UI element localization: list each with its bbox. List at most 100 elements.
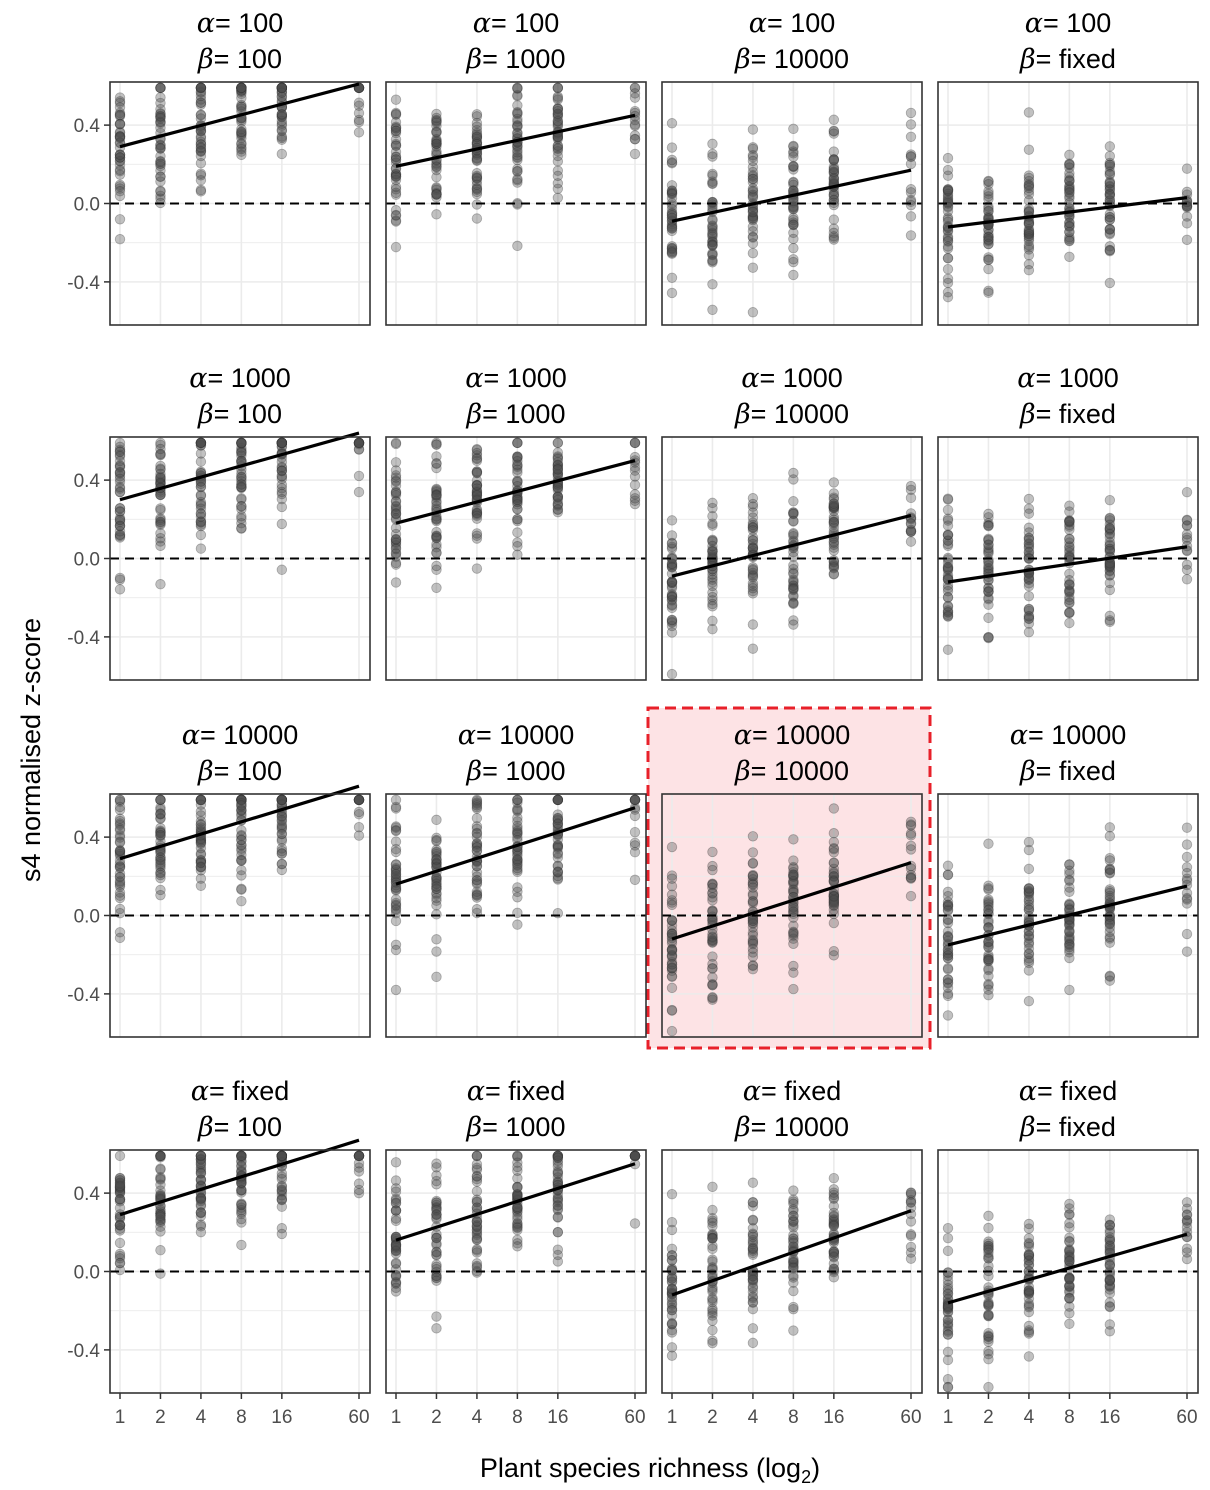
data-point — [666, 873, 678, 884]
x-tick-label: 8 — [1064, 1407, 1075, 1428]
data-point — [390, 534, 402, 546]
data-point — [983, 508, 994, 520]
data-point — [276, 437, 288, 449]
data-point — [666, 247, 678, 258]
data-point — [431, 182, 442, 193]
data-point — [276, 109, 288, 120]
x-tick-label: 8 — [236, 1407, 247, 1428]
data-point — [983, 1297, 994, 1308]
data-point — [828, 164, 840, 175]
data-point — [707, 1233, 718, 1244]
data-point — [666, 589, 678, 600]
data-point — [276, 134, 288, 145]
data-point — [236, 481, 247, 493]
data-point — [747, 173, 759, 185]
data-point — [155, 108, 166, 119]
data-point — [747, 831, 759, 842]
data-point — [195, 437, 207, 449]
data-point — [942, 869, 954, 881]
alpha-symbol: α — [1010, 720, 1028, 751]
beta-value: = fixed — [1036, 44, 1116, 74]
data-point — [155, 449, 166, 460]
data-point — [390, 540, 402, 551]
data-point — [390, 170, 402, 182]
data-point — [1104, 822, 1116, 833]
data-point — [1104, 184, 1116, 195]
data-point — [666, 287, 678, 299]
data-point — [390, 899, 402, 911]
data-point — [431, 560, 442, 572]
data-point — [276, 462, 288, 474]
data-point — [195, 82, 207, 94]
data-point — [666, 208, 678, 220]
data-point — [390, 503, 402, 515]
data-point — [1023, 902, 1035, 913]
data-point — [276, 82, 288, 94]
data-point — [236, 138, 247, 149]
data-point — [114, 149, 126, 161]
data-point — [390, 486, 402, 497]
data-point — [942, 243, 954, 254]
data-point — [552, 116, 564, 127]
data-point — [747, 1337, 759, 1349]
data-point — [788, 164, 799, 175]
data-point — [1064, 984, 1075, 996]
data-point — [114, 486, 126, 498]
data-point — [1064, 1318, 1075, 1329]
data-point — [1181, 163, 1193, 174]
data-point — [1064, 181, 1075, 193]
data-point — [552, 494, 564, 506]
data-point — [707, 1305, 718, 1316]
data-point — [155, 519, 166, 530]
beta-value: = fixed — [1036, 399, 1116, 429]
data-point — [666, 220, 678, 232]
data-point — [1064, 1218, 1075, 1229]
data-point — [276, 437, 288, 449]
data-point — [1181, 199, 1193, 210]
data-point — [788, 203, 799, 214]
data-point — [707, 249, 718, 260]
data-point — [236, 142, 247, 153]
data-point — [236, 437, 247, 449]
data-point — [983, 178, 994, 190]
data-point — [747, 213, 759, 224]
data-point — [155, 540, 166, 552]
data-point — [666, 899, 678, 911]
data-point — [114, 451, 126, 462]
data-point — [155, 460, 166, 472]
data-point — [1023, 604, 1035, 615]
data-point — [747, 232, 759, 243]
data-point — [431, 159, 442, 170]
data-point — [195, 90, 207, 102]
data-point — [788, 598, 799, 610]
data-point — [942, 233, 954, 244]
data-point — [353, 486, 365, 498]
data-point — [828, 847, 840, 858]
data-point — [155, 536, 166, 547]
data-point — [431, 514, 442, 525]
data-point — [1104, 277, 1116, 289]
data-point — [983, 234, 994, 246]
data-point — [1104, 241, 1116, 252]
data-point — [195, 478, 207, 489]
data-point — [431, 127, 442, 138]
data-point — [353, 437, 365, 449]
data-point — [552, 1211, 564, 1223]
data-point — [155, 533, 166, 544]
beta-value: = 10000 — [751, 1112, 849, 1142]
data-point — [155, 108, 166, 120]
data-point — [390, 140, 402, 151]
data-point — [390, 536, 402, 548]
data-point — [431, 138, 442, 149]
data-point — [512, 141, 523, 153]
data-point — [276, 118, 288, 129]
data-point — [390, 168, 402, 179]
data-point — [390, 508, 402, 520]
data-point — [195, 82, 207, 94]
data-point — [431, 814, 442, 826]
data-point — [629, 847, 641, 858]
data-point — [390, 470, 402, 481]
data-point — [353, 443, 365, 455]
x-tick-label: 1 — [667, 1407, 678, 1428]
